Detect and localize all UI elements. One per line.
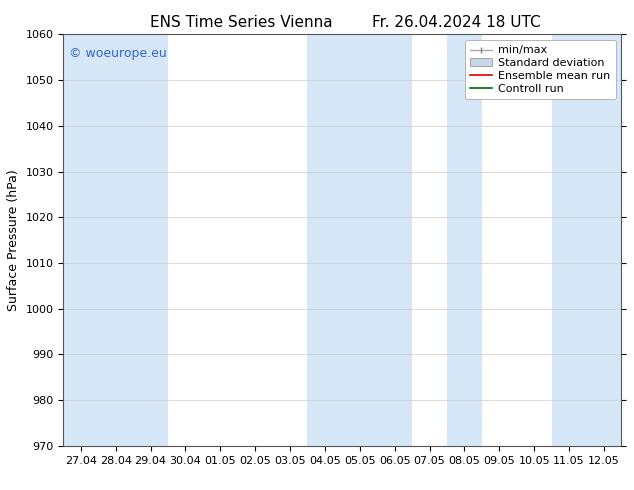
Legend: min/max, Standard deviation, Ensemble mean run, Controll run: min/max, Standard deviation, Ensemble me…	[465, 40, 616, 99]
Bar	[552, 34, 621, 446]
Bar	[447, 34, 482, 446]
Text: Fr. 26.04.2024 18 UTC: Fr. 26.04.2024 18 UTC	[372, 15, 541, 30]
Text: ENS Time Series Vienna: ENS Time Series Vienna	[150, 15, 332, 30]
Text: © woeurope.eu: © woeurope.eu	[69, 47, 167, 60]
Bar	[63, 34, 168, 446]
Y-axis label: Surface Pressure (hPa): Surface Pressure (hPa)	[7, 169, 20, 311]
Bar	[307, 34, 412, 446]
